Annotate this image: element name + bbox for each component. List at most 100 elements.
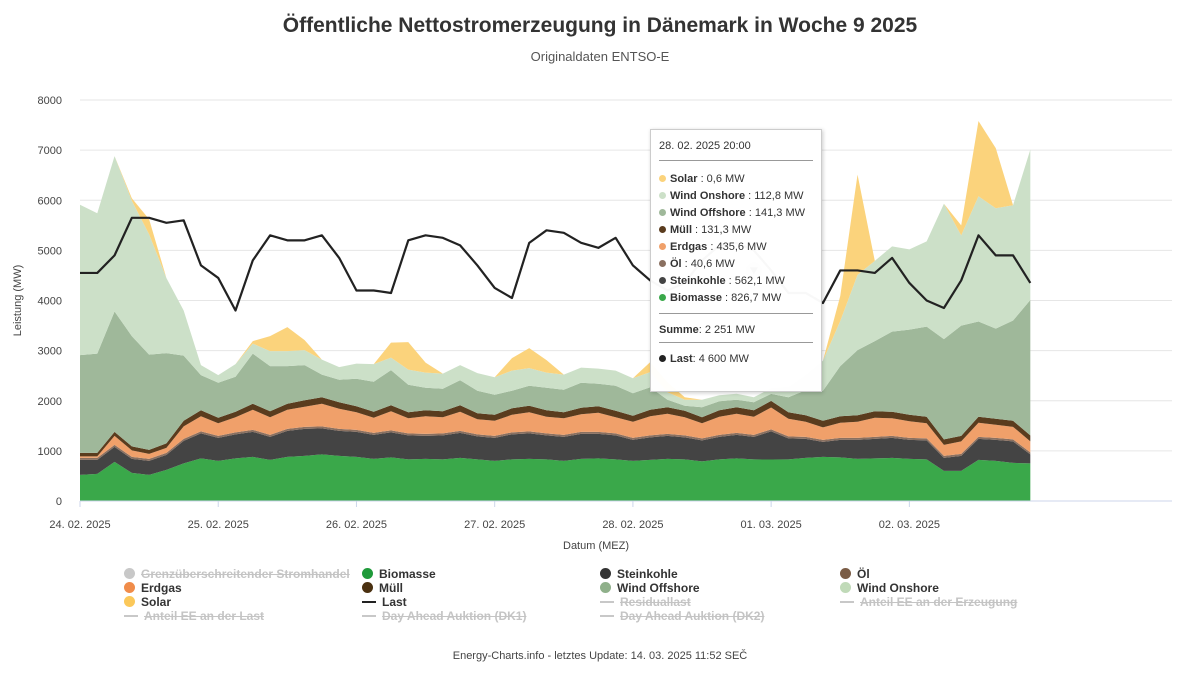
legend-item[interactable]: Müll bbox=[362, 581, 403, 595]
legend-dot-icon bbox=[124, 582, 135, 594]
tooltip-divider bbox=[659, 160, 813, 161]
tooltip-last-marker bbox=[659, 354, 666, 362]
tooltip-last-label: Last bbox=[670, 353, 693, 365]
legend-item-label: Biomasse bbox=[379, 567, 436, 581]
legend-item[interactable]: Wind Offshore bbox=[600, 581, 700, 595]
chart-title: Öffentliche Nettostromerzeugung in Dänem… bbox=[282, 14, 918, 37]
legend-item[interactable]: Biomasse bbox=[362, 567, 436, 581]
legend-item-label: Solar bbox=[141, 595, 172, 609]
tooltip-item: Erdgas : 435,6 MW bbox=[659, 239, 813, 256]
legend-item-label: Öl bbox=[857, 567, 870, 581]
legend-item[interactable]: Residuallast bbox=[600, 595, 691, 609]
tooltip-date: 28. 02. 2025 20:00 bbox=[659, 140, 751, 152]
x-tick-label: 02. 03. 2025 bbox=[879, 519, 940, 531]
tooltip-divider bbox=[659, 313, 813, 314]
tooltip-item-marker bbox=[659, 174, 666, 182]
tooltip-item-marker bbox=[659, 225, 666, 233]
y-tick-label: 7000 bbox=[38, 145, 62, 157]
tooltip-item-name: Steinkohle bbox=[670, 275, 726, 287]
legend-dot-icon bbox=[124, 596, 135, 608]
tooltip-item: Biomasse : 826,7 MW bbox=[659, 290, 813, 307]
tooltip-item-marker bbox=[659, 293, 666, 301]
tooltip-item-name: Wind Onshore bbox=[670, 190, 746, 202]
legend-item[interactable]: Steinkohle bbox=[600, 567, 678, 581]
x-tick-label: 26. 02. 2025 bbox=[326, 519, 387, 531]
legend-dot-icon bbox=[600, 568, 611, 580]
legend-item-label: Anteil EE an der Last bbox=[144, 609, 265, 623]
legend-item-label: Day Ahead Auktion (DK2) bbox=[620, 609, 765, 623]
legend-item[interactable]: Öl bbox=[840, 567, 870, 581]
legend-dot-icon bbox=[600, 582, 611, 594]
legend-line-icon bbox=[362, 614, 376, 617]
legend-line-icon bbox=[600, 614, 614, 617]
tooltip-item-value: : 40,6 MW bbox=[681, 258, 735, 270]
legend-dot-icon bbox=[124, 568, 135, 580]
tooltip-item-marker bbox=[659, 259, 666, 267]
tooltip-items: Solar : 0,6 MW Wind Onshore : 112,8 MW Win… bbox=[659, 171, 813, 307]
area-series-steinkohle bbox=[80, 428, 1031, 475]
tooltip-item-marker bbox=[659, 208, 666, 216]
legend-dot-icon bbox=[840, 582, 851, 594]
tooltip-item-value: : 0,6 MW bbox=[697, 173, 745, 185]
legend-item-label: Grenzüberschreitender Stromhandel bbox=[141, 567, 350, 581]
legend-dot-icon bbox=[362, 582, 373, 594]
tooltip-item-value: : 131,3 MW bbox=[692, 224, 752, 236]
legend-line-icon bbox=[840, 600, 854, 603]
legend-item[interactable]: Day Ahead Auktion (DK1) bbox=[362, 609, 526, 623]
tooltip-divider bbox=[659, 342, 813, 343]
y-tick-label: 3000 bbox=[38, 346, 62, 358]
legend-item-label: Residuallast bbox=[620, 595, 691, 609]
legend-item[interactable]: Solar bbox=[124, 595, 171, 609]
chart-tooltip: 28. 02. 2025 20:00 Solar : 0,6 MW Wind On… bbox=[650, 129, 822, 392]
tooltip-item: Solar : 0,6 MW bbox=[659, 171, 813, 188]
x-axis-title: Datum (MEZ) bbox=[563, 540, 629, 552]
legend-item[interactable]: Anteil EE an der Erzeugung bbox=[840, 595, 1017, 609]
area-series-biomasse bbox=[80, 454, 1031, 501]
tooltip-item-value: : 435,6 MW bbox=[707, 241, 767, 253]
tooltip-item: Müll : 131,3 MW bbox=[659, 222, 813, 239]
tooltip-item-value: : 826,7 MW bbox=[721, 292, 782, 304]
chart-subtitle: Originaldaten ENTSO-E bbox=[530, 49, 670, 64]
tooltip-item-name: Erdgas bbox=[670, 241, 708, 253]
y-tick-label: 1000 bbox=[38, 446, 62, 458]
legend-item[interactable]: Day Ahead Auktion (DK2) bbox=[600, 609, 764, 623]
legend-item-label: Müll bbox=[379, 581, 403, 595]
area-series-wind-offshore bbox=[80, 299, 1031, 453]
tooltip-last: Last: 4 600 MW bbox=[659, 353, 813, 365]
tooltip-last-value: 4 600 MW bbox=[698, 353, 749, 365]
legend-item-label: Anteil EE an der Erzeugung bbox=[860, 595, 1018, 609]
legend-line-icon bbox=[124, 614, 138, 617]
tooltip-item: Wind Onshore : 112,8 MW bbox=[659, 188, 813, 205]
legend-item[interactable]: Anteil EE an der Last bbox=[124, 609, 264, 623]
x-tick-label: 24. 02. 2025 bbox=[49, 519, 110, 531]
tooltip-item-name: Solar bbox=[670, 173, 698, 185]
y-tick-label: 8000 bbox=[38, 95, 62, 107]
legend-item[interactable]: Grenzüberschreitender Stromhandel bbox=[124, 567, 350, 581]
legend-item[interactable]: Wind Onshore bbox=[840, 581, 939, 595]
tooltip-item-marker bbox=[659, 242, 666, 250]
legend-line-icon bbox=[600, 600, 614, 603]
tooltip-sum-label: Summe bbox=[659, 324, 699, 336]
footer-update-info: Energy-Charts.info - letztes Update: 14.… bbox=[452, 650, 748, 662]
legend-line-icon bbox=[362, 600, 376, 603]
x-tick-label: 27. 02. 2025 bbox=[464, 519, 525, 531]
tooltip-item-name: Öl bbox=[670, 258, 682, 270]
area-series-erdgas bbox=[80, 403, 1031, 459]
y-tick-label: 6000 bbox=[38, 195, 62, 207]
tooltip-item-marker bbox=[659, 191, 666, 199]
legend-item-label: Wind Onshore bbox=[857, 581, 939, 595]
tooltip-item-name: Müll bbox=[670, 224, 692, 236]
legend-item[interactable]: Last bbox=[362, 595, 407, 609]
legend-item-label: Erdgas bbox=[141, 581, 182, 595]
y-tick-label: 4000 bbox=[38, 296, 62, 308]
x-tick-label: 28. 02. 2025 bbox=[602, 519, 663, 531]
tooltip-sum-value: 2 251 MW bbox=[704, 324, 756, 336]
y-tick-label: 5000 bbox=[38, 245, 62, 257]
tooltip-item-value: : 562,1 MW bbox=[725, 275, 785, 287]
tooltip-item-value: : 141,3 MW bbox=[745, 207, 805, 219]
tooltip-item-value: : 112,8 MW bbox=[745, 190, 804, 202]
line-series-last bbox=[80, 216, 1032, 312]
legend-item[interactable]: Erdgas bbox=[124, 581, 182, 595]
tooltip-item: Steinkohle : 562,1 MW bbox=[659, 273, 813, 290]
